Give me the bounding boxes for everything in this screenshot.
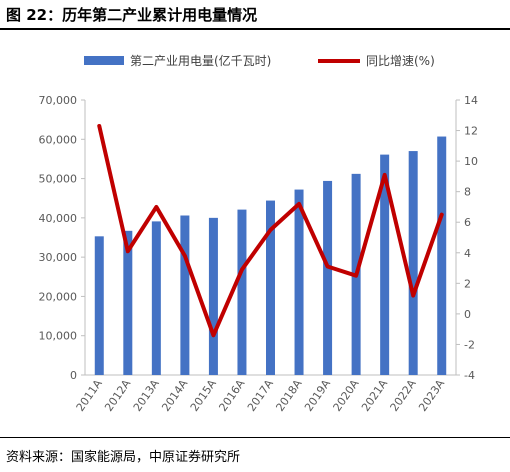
bar <box>266 200 275 375</box>
x-tick-label: 2013A <box>131 377 162 414</box>
line-point <box>127 250 129 252</box>
line-point <box>270 229 271 231</box>
x-tick-label: 2022A <box>388 377 419 414</box>
line-point <box>184 255 186 257</box>
x-tick-label: 2016A <box>216 377 247 414</box>
x-tick-label: 2021A <box>359 377 390 414</box>
bar <box>151 221 161 375</box>
line-point <box>327 266 329 268</box>
bar <box>180 215 190 375</box>
line-series <box>97 123 444 338</box>
left-tick-label: 60,000 <box>39 133 78 146</box>
bar <box>380 154 390 375</box>
line-point <box>384 174 386 176</box>
right-tick-label: 12 <box>464 125 478 138</box>
legend: 第二产业用电量(亿千瓦时) 同比增速(%) <box>84 53 435 68</box>
legend-line-label: 同比增速(%) <box>366 54 435 68</box>
left-tick-label: 70,000 <box>39 94 78 107</box>
left-tick-label: 10,000 <box>39 330 78 343</box>
right-tick-label: 2 <box>464 277 471 290</box>
x-tick-label: 2019A <box>302 377 333 414</box>
right-tick-label: 14 <box>464 94 478 107</box>
bar <box>237 209 247 375</box>
line-point <box>355 275 357 277</box>
right-tick-label: 10 <box>464 155 478 168</box>
line-point <box>298 203 300 205</box>
x-tick-label: 2012A <box>102 377 133 414</box>
x-tick-label: 2015A <box>188 377 219 414</box>
source-divider <box>0 437 510 438</box>
figure-title: 图 22：历年第二产业累计用电量情况 <box>6 6 258 24</box>
line-point <box>155 206 157 208</box>
line-point <box>441 214 443 216</box>
left-tick-label: 50,000 <box>39 173 78 186</box>
right-tick-label: -4 <box>464 369 475 382</box>
right-tick-label: 0 <box>464 308 471 321</box>
title-divider <box>0 28 510 30</box>
bar <box>123 230 133 375</box>
right-tick-label: 6 <box>464 216 471 229</box>
x-tick-label: 2017A <box>245 377 276 414</box>
x-tick-label: 2018A <box>273 377 304 414</box>
line-point <box>212 334 214 336</box>
right-tick-label: -2 <box>464 338 475 351</box>
x-tick-label: 2020A <box>331 377 362 414</box>
x-tick-label: 2023A <box>416 377 447 414</box>
bar <box>208 217 218 375</box>
line-point <box>412 295 414 297</box>
left-tick-label: 0 <box>70 369 77 382</box>
bar <box>94 236 104 375</box>
left-tick-label: 20,000 <box>39 290 78 303</box>
legend-bar-label: 第二产业用电量(亿千瓦时) <box>130 53 271 68</box>
chart: 第二产业用电量(亿千瓦时) 同比增速(%) 0 10,000 20,000 30,000… <box>39 53 479 414</box>
bar-series <box>94 136 447 375</box>
x-tick-label: 2011A <box>74 377 105 414</box>
left-tick-label: 30,000 <box>39 251 78 264</box>
legend-bar-swatch <box>84 56 124 65</box>
line-point <box>98 125 100 127</box>
bar <box>323 180 333 375</box>
line-point <box>241 269 243 271</box>
left-tick-label: 40,000 <box>39 212 78 225</box>
source-note: 资料来源：国家能源局，中原证券研究所 <box>6 450 241 465</box>
bar <box>294 189 304 375</box>
x-tick-label: 2014A <box>159 377 190 414</box>
bar <box>437 136 447 375</box>
bar <box>408 151 418 375</box>
right-tick-label: 8 <box>464 186 471 199</box>
right-tick-label: 4 <box>464 247 471 260</box>
figure-header: 图 22：历年第二产业累计用电量情况 <box>0 0 510 30</box>
